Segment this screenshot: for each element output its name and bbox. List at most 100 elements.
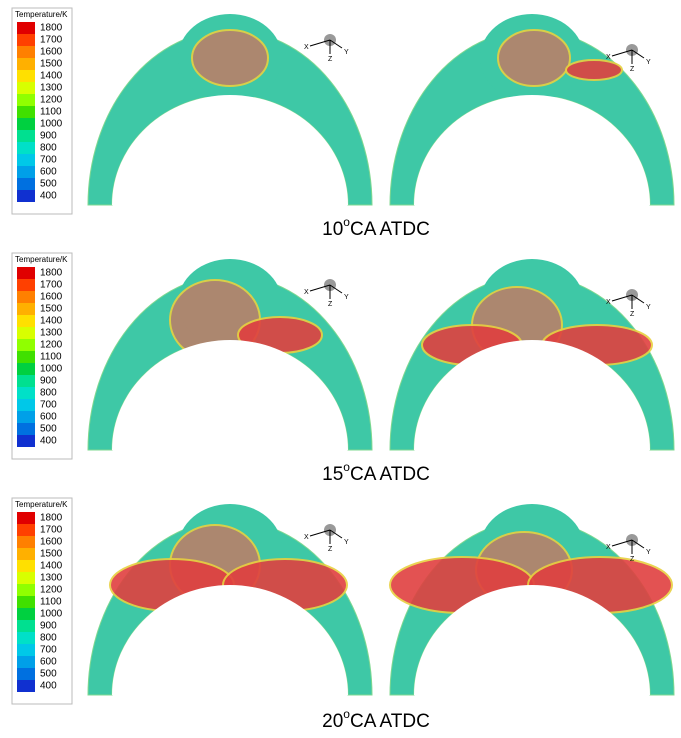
legend-swatch [17,560,35,572]
legend-swatch [17,327,35,339]
legend-label: 600 [40,657,57,668]
legend-swatch [17,178,35,190]
legend-label: 800 [40,633,57,644]
triad-x: X [304,44,309,51]
legend-swatch [17,279,35,291]
legend-swatch [17,34,35,46]
legend-label: 600 [40,412,57,423]
legend-swatch [17,339,35,351]
legend-swatch [17,154,35,166]
legend-swatch [17,70,35,82]
axis-triad: XZY [304,34,349,63]
legend-label: 700 [40,645,57,656]
figure: Temperature/K180017001600150014001300120… [0,0,681,738]
legend-swatch [17,303,35,315]
legend-label: 700 [40,155,57,166]
legend-swatch [17,58,35,70]
triad-y: Y [344,294,349,301]
legend-swatch [17,512,35,524]
legend-swatch [17,190,35,202]
legend-label: 1500 [40,59,63,70]
caption: 10oCA ATDC [322,215,430,240]
legend-swatch [17,524,35,536]
legend-label: 1300 [40,573,63,584]
legend-label: 400 [40,436,57,447]
legend-label: 1200 [40,95,63,106]
caption-number: 15 [322,464,343,485]
legend-swatch [17,411,35,423]
legend-swatch [17,142,35,154]
legend-swatch [17,572,35,584]
legend-swatch [17,375,35,387]
legend-swatch [17,435,35,447]
legend-swatch [17,94,35,106]
legend-swatch [17,584,35,596]
legend-swatch [17,608,35,620]
legend-title: Temperature/K [15,500,68,509]
legend-swatch [17,399,35,411]
legend-label: 1600 [40,537,63,548]
legend-swatch [17,118,35,130]
triad-z: Z [328,546,333,553]
legend-swatch [17,267,35,279]
legend-swatch [17,536,35,548]
legend-label: 500 [40,424,57,435]
legend-label: 1400 [40,71,63,82]
triad-z: Z [630,311,635,318]
row: Temperature/K180017001600150014001300120… [12,498,674,732]
legend-swatch [17,680,35,692]
legend-label: 1500 [40,304,63,315]
axis-triad: X Z Y [304,279,349,308]
legend-swatch [17,351,35,363]
simulation-panel: XZY [390,504,674,695]
triad-x: X [606,544,611,551]
legend: Temperature/K180017001600150014001300120… [12,498,72,704]
triad-z: Z [328,301,333,308]
caption-number: 10 [322,219,343,240]
legend-label: 1100 [40,107,62,118]
legend-label: 1800 [40,513,63,524]
triad-y: Y [646,59,651,66]
caption: 20oCA ATDC [322,707,430,732]
caption-suffix: CA ATDC [350,711,430,732]
legend-label: 1800 [40,23,63,34]
legend-label: 1500 [40,549,63,560]
legend-label: 500 [40,179,57,190]
legend: Temperature/K180017001600150014001300120… [12,8,72,214]
simulation-panel: X Z Y [88,259,372,450]
legend-label: 400 [40,191,57,202]
legend-label: 1100 [40,597,62,608]
legend-label: 1200 [40,585,63,596]
triad-x: X [606,54,611,61]
legend-label: 1600 [40,47,63,58]
legend-title: Temperature/K [15,10,68,19]
legend-swatch [17,596,35,608]
legend-label: 1300 [40,328,63,339]
legend-label: 800 [40,143,57,154]
triad-z: Z [328,56,333,63]
legend-label: 400 [40,681,57,692]
axis-triad: X Z Y [304,524,349,553]
legend-swatch [17,315,35,327]
legend-swatch [17,656,35,668]
simulation-panel: XZY [390,259,674,450]
triad-y: Y [344,539,349,546]
legend-title: Temperature/K [15,255,68,264]
legend-swatch [17,632,35,644]
caption: 15oCA ATDC [322,460,430,485]
legend-label: 600 [40,167,57,178]
legend-label: 800 [40,388,57,399]
legend-label: 1600 [40,292,63,303]
triad-x: X [304,289,309,296]
legend-label: 900 [40,621,57,632]
legend-swatch [17,166,35,178]
row: Temperature/K180017001600150014001300120… [12,8,674,240]
caption-number: 20 [322,711,343,732]
legend-label: 500 [40,669,57,680]
legend-label: 1000 [40,119,63,130]
hot-zone [566,60,622,80]
legend-swatch [17,644,35,656]
row: Temperature/K180017001600150014001300120… [12,253,674,485]
caption-suffix: CA ATDC [350,219,430,240]
triad-x: X [304,534,309,541]
